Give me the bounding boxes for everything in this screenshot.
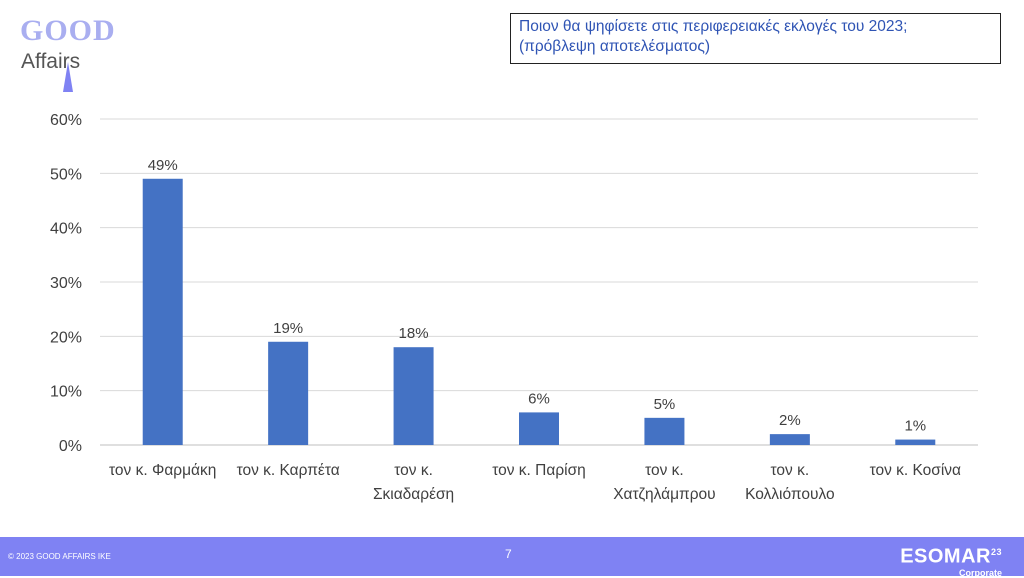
x-tick-label: τον κ. <box>394 462 433 479</box>
bar <box>895 439 936 445</box>
data-label: 5% <box>654 396 676 413</box>
chart-title: Ποιον θα ψηφίσετε στις περιφερειακές εκλ… <box>510 13 1001 64</box>
esomar-brand-sup: 23 <box>990 547 1002 557</box>
copyright-text: © 2023 GOOD AFFAIRS IKE <box>8 552 111 561</box>
x-tick-label: Σκιαδαρέση <box>373 486 454 503</box>
data-label: 19% <box>273 320 303 337</box>
data-label: 6% <box>528 390 550 407</box>
bar-chart: 0% 10% 20% 30% 40% 50% 60% 49% τον κ. Φαρμάκη 19%… <box>50 112 978 503</box>
y-tick-label: 50% <box>50 166 82 183</box>
logo-good-text: GOOD <box>20 14 116 47</box>
bar <box>393 347 434 445</box>
x-tick-label: τον κ. <box>645 462 684 479</box>
data-label: 18% <box>399 325 429 342</box>
logo-mark-icon <box>63 62 73 92</box>
x-tick-label: τον κ. Καρπέτα <box>237 462 340 479</box>
footer: © 2023 GOOD AFFAIRS IKE 7 ESOMAR23 Corpo… <box>0 537 1024 578</box>
bar <box>519 412 559 445</box>
y-tick-label: 40% <box>50 221 82 238</box>
esomar-sub: Corporate <box>958 567 1002 578</box>
data-label: 2% <box>779 412 801 429</box>
x-tick-label: Κολλιόπουλο <box>745 486 835 503</box>
x-tick-label: τον κ. <box>771 462 810 479</box>
data-label: 1% <box>904 418 926 435</box>
page-number: 7 <box>505 547 512 561</box>
esomar-logo: ESOMAR23 Corporate <box>900 541 1002 578</box>
x-tick-label: Χατζηλάμπρου <box>613 486 715 503</box>
data-label: 49% <box>148 157 178 174</box>
logo-affairs-text: Affairs <box>21 50 81 73</box>
bar <box>769 434 810 445</box>
y-tick-label: 30% <box>50 275 82 292</box>
y-tick-label: 10% <box>50 384 82 401</box>
x-tick-label: τον κ. Κοσίνα <box>870 462 961 479</box>
logo: GOOD Affairs <box>20 14 130 92</box>
chart-title-line2: (πρόβλεψη αποτελέσματος) <box>519 38 710 55</box>
y-tick-label: 0% <box>59 438 82 455</box>
bar <box>268 341 309 445</box>
x-tick-label: τον κ. Φαρμάκη <box>109 462 216 479</box>
x-tick-label: τον κ. Παρίση <box>492 462 586 479</box>
chart-title-line1: Ποιον θα ψηφίσετε στις περιφερειακές εκλ… <box>519 18 908 35</box>
y-tick-label: 60% <box>50 112 82 129</box>
esomar-brand: ESOMAR <box>900 545 991 568</box>
y-tick-label: 20% <box>50 329 82 346</box>
bar <box>644 417 685 445</box>
bar <box>142 178 183 445</box>
